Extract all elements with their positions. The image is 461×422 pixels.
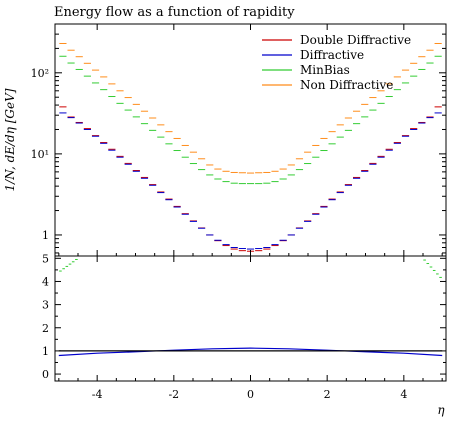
x-axis-ticks: -4 -2 0 2 4: [58, 24, 443, 401]
y-tick-label: 10¹: [31, 148, 49, 161]
ratio-plot-frame: [54, 255, 447, 382]
ratio-panel: 0 1 2 3 4 5: [42, 252, 447, 382]
y-tick-label: 1: [42, 229, 49, 242]
main-series: [59, 42, 442, 252]
ratio-y-tick-label: 4: [42, 275, 49, 288]
ratio-line: [58, 347, 443, 357]
legend-label: MinBias: [300, 63, 350, 77]
x-tick-label: -4: [92, 388, 103, 401]
ratio-y-tick-label: 5: [42, 252, 49, 265]
legend: Double DiffractiveDiffractiveMinBiasNon …: [262, 33, 411, 92]
ratio-y-tick-label: 0: [42, 368, 49, 381]
x-tick-label: -2: [168, 388, 179, 401]
chart-title: Energy flow as a function of rapidity: [54, 5, 295, 20]
ratio-y-tick-label: 2: [42, 322, 49, 335]
legend-label: Diffractive: [300, 48, 364, 62]
y-tick-label: 10²: [31, 67, 49, 80]
x-axis-label: η: [437, 403, 445, 417]
ratio-y-ticks: 0 1 2 3 4 5: [42, 252, 446, 381]
ratio-series: [58, 258, 443, 357]
main-plot-frame: [54, 23, 447, 257]
ratio-y-tick-label: 3: [42, 299, 49, 312]
legend-label: Double Diffractive: [300, 33, 411, 47]
ratio-y-tick-label: 1: [42, 345, 49, 358]
x-tick-label: 4: [400, 388, 407, 401]
legend-label: Non Diffractive: [300, 78, 393, 92]
y-axis-label: 1/N, dE/dη [GeV]: [3, 88, 17, 191]
main-y-ticks: 1 10¹ 10²: [31, 33, 446, 254]
x-tick-label: 0: [247, 388, 254, 401]
x-tick-label: 2: [324, 388, 331, 401]
main-panel: 1 10¹ 10²: [31, 23, 447, 257]
